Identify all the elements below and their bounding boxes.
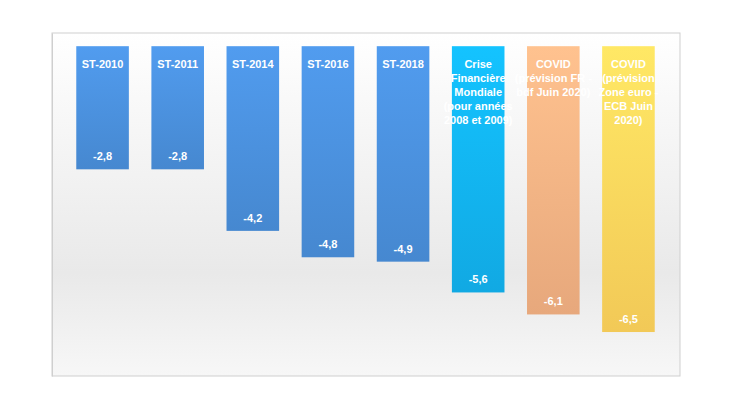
category-label-line: ST-2011	[157, 58, 198, 70]
bar	[76, 46, 129, 169]
chart: ST-2010 ST-2011 ST-2014 ST-2016 ST-2018 Crise…	[0, 0, 730, 410]
category-label: COVID (prévision Zone euro - ECB Juin 2020)	[598, 58, 658, 126]
category-label: ST-2010	[82, 58, 124, 70]
category-label-line: (prévision	[602, 72, 655, 84]
category-label: ST-2014	[232, 58, 274, 70]
category-label-line: ST-2010	[82, 58, 124, 70]
data-label: -4,2	[243, 212, 262, 224]
bars	[76, 46, 654, 332]
category-label-line: ST-2014	[232, 58, 274, 70]
category-label-line: 2008 et 2009)	[444, 114, 513, 126]
data-label: -6,5	[619, 313, 638, 325]
data-label: -4,9	[394, 243, 413, 255]
data-label: -2,8	[93, 150, 112, 162]
bar	[377, 46, 430, 261]
category-label-line: (prévision FR -	[515, 72, 592, 84]
data-label: -6,1	[544, 295, 563, 307]
category-label-line: ST-2016	[307, 58, 349, 70]
category-label-line: bdf Juin 2020)	[516, 86, 590, 98]
labels: ST-2010 ST-2011 ST-2014 ST-2016 ST-2018 Crise…	[82, 58, 659, 325]
category-label-line: Zone euro -	[598, 86, 658, 98]
category-label-line: ECB Juin	[604, 100, 653, 112]
bar	[151, 46, 204, 169]
y-axis	[52, 34, 53, 377]
category-label-line: COVID	[611, 58, 646, 70]
category-label-line: ST-2018	[382, 58, 424, 70]
y-axis-line	[52, 34, 53, 377]
data-label: -4,8	[318, 238, 337, 250]
category-label-line: Mondiale	[454, 86, 502, 98]
category-label-line: COVID	[536, 58, 571, 70]
category-label-line: Crise	[464, 58, 492, 70]
category-label-line: (pour années	[444, 100, 513, 112]
category-label: ST-2011	[157, 58, 198, 70]
data-label: -5,6	[469, 273, 488, 285]
data-label: -2,8	[168, 150, 187, 162]
category-label: ST-2018	[382, 58, 424, 70]
category-label-line: 2020)	[614, 114, 642, 126]
bar	[227, 46, 280, 231]
bar	[302, 46, 355, 257]
plot-frame	[52, 33, 680, 376]
category-label: ST-2016	[307, 58, 349, 70]
category-label: Crise Financière Mondiale (pour années 2008 …	[444, 58, 513, 126]
category-label: COVID (prévision FR - bdf Juin 2020)	[515, 58, 592, 98]
category-label-line: Financière	[451, 72, 506, 84]
